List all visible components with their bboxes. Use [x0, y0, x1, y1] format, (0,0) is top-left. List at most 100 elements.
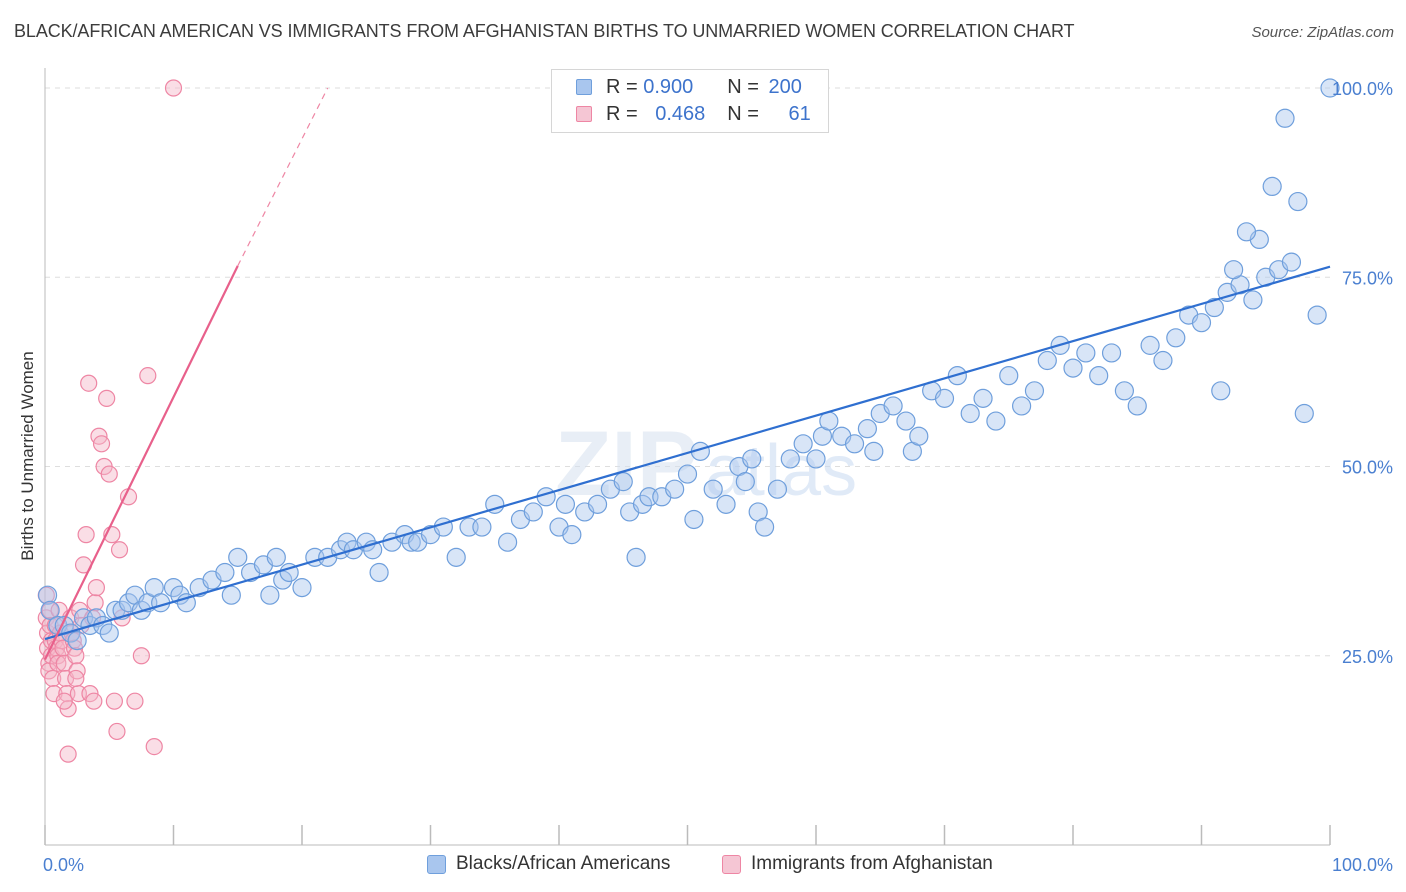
black-african-american-point [999, 366, 1019, 386]
black-african-american-point [485, 494, 505, 514]
afghanistan-point [85, 692, 103, 710]
chart-title: BLACK/AFRICAN AMERICAN VS IMMIGRANTS FRO… [14, 21, 1075, 41]
black-african-american-point [1191, 313, 1212, 333]
afghanistan-point [164, 79, 183, 97]
legend-n-value: 61 [788, 102, 811, 125]
black-african-american-point [896, 411, 916, 431]
black-african-american-point [1140, 335, 1160, 355]
x-tick-label: 0.0% [43, 855, 84, 875]
black-african-american-point [99, 623, 119, 643]
black-african-american-point [973, 388, 993, 408]
black-african-american-point [1063, 358, 1083, 378]
afghanistan-point [59, 745, 77, 763]
black-african-american-point [1024, 381, 1045, 401]
legend-n-label: N = [727, 75, 765, 98]
black-african-american-point [369, 562, 389, 583]
black-african-american-points [37, 78, 1340, 651]
black-african-american-point [292, 578, 312, 598]
black-african-american-point [1114, 381, 1135, 401]
afghanistan-point [67, 647, 85, 665]
black-african-american-point [215, 562, 235, 583]
black-african-american-point [1076, 343, 1096, 363]
black-african-american-point [735, 472, 755, 492]
y-tick-label: 25.0% [1342, 647, 1393, 667]
afghanistan-point [67, 669, 85, 688]
black-african-american-point [665, 479, 685, 499]
afghanistan-point [110, 541, 129, 559]
black-african-american-point [716, 494, 736, 514]
black-african-american-point [632, 494, 653, 514]
afghanistan-point [100, 465, 118, 483]
black-african-american-point [626, 547, 646, 567]
black-african-american-point [806, 449, 826, 469]
black-african-american-point [1262, 176, 1282, 197]
black-african-american-point [1204, 297, 1224, 318]
afghanistan-point [49, 654, 67, 672]
black-african-american-point [684, 509, 704, 530]
bottom-legend-swatch-blue [427, 854, 446, 874]
legend-r-label: R = [606, 75, 644, 98]
afghanistan-point [44, 669, 62, 688]
black-african-american-point [587, 494, 608, 514]
black-african-american-point [1153, 350, 1173, 371]
correlation-legend: R = 0.900 N = 200 R = 0.468 N = 61 [551, 69, 829, 133]
bottom-legend-label: Blacks/African Americans [456, 853, 671, 874]
legend-r-value: 0.468 [655, 102, 706, 125]
black-african-american-point [221, 585, 241, 605]
black-african-american-point [857, 419, 878, 439]
trend-lines [44, 87, 1331, 661]
bottom-legend-swatch-pink [722, 854, 741, 874]
legend-row-blacks: R = 0.900 N = 200 [576, 74, 802, 100]
axes [44, 68, 1331, 846]
bottom-legend-label: Immigrants from Afghanistan [751, 853, 993, 874]
black-african-american-point [562, 525, 582, 545]
black-african-american-point [67, 631, 87, 651]
black-african-american-point [1320, 78, 1340, 98]
pink-trend-line [44, 265, 239, 661]
black-african-american-point [555, 494, 576, 514]
black-african-american-point [960, 403, 980, 424]
black-african-american-point [613, 472, 633, 492]
black-african-american-point [986, 411, 1006, 431]
afghanistan-points [37, 79, 183, 763]
black-african-american-point [1294, 403, 1314, 424]
bottom-legend-afghanistan: Immigrants from Afghanistan [722, 851, 993, 877]
black-african-american-point [1224, 260, 1244, 280]
afghanistan-point [145, 737, 163, 756]
legend-swatch-pink [576, 106, 592, 122]
black-african-american-point [1166, 328, 1186, 348]
black-african-american-point [1037, 350, 1057, 371]
black-african-american-point [1011, 396, 1032, 416]
afghanistan-point [105, 692, 123, 710]
afghanistan-point [77, 526, 95, 544]
black-african-american-point [677, 464, 698, 484]
black-african-american-point [37, 585, 58, 605]
y-tick-label: 75.0% [1342, 268, 1393, 288]
source-label: Source: ZipAtlas.com [1251, 24, 1394, 41]
afghanistan-point [55, 692, 73, 710]
grid-lines [45, 87, 1330, 657]
legend-swatch-blue [576, 79, 592, 95]
pink-trend-extension [237, 87, 329, 267]
black-african-american-point [266, 547, 286, 567]
black-african-american-point [1127, 396, 1147, 416]
watermark-zip: ZIP [555, 413, 698, 515]
afghanistan-point [98, 389, 116, 407]
black-african-american-point [742, 449, 762, 469]
black-african-american-point [1288, 191, 1308, 212]
black-african-american-point [176, 593, 196, 613]
afghanistan-point [108, 722, 126, 741]
afghanistan-point [92, 435, 111, 453]
afghanistan-point [126, 692, 144, 710]
black-african-american-point [767, 479, 788, 499]
black-african-american-point [864, 441, 884, 461]
bottom-legend-blacks: Blacks/African Americans [427, 851, 670, 877]
black-african-american-point [1243, 290, 1263, 310]
black-african-american-point [1089, 366, 1109, 386]
afghanistan-point [113, 609, 131, 627]
black-african-american-point [446, 547, 466, 567]
black-african-american-point [1281, 252, 1302, 272]
afghanistan-point [80, 374, 98, 392]
x-tick-label: 100.0% [1332, 855, 1393, 875]
black-african-american-point [1101, 343, 1122, 363]
